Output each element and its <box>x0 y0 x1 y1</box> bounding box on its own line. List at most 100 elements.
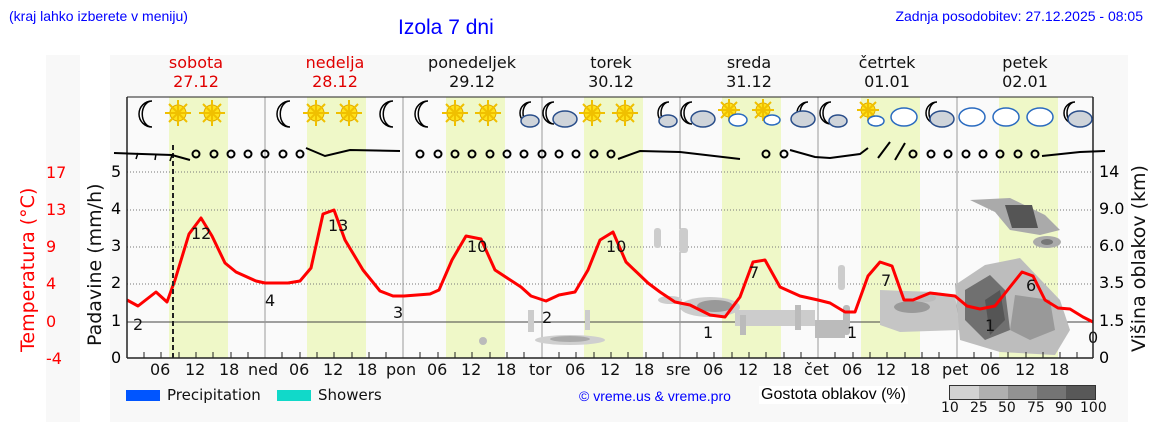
x-tick: 18 <box>219 360 240 379</box>
moon-icon <box>138 100 153 128</box>
temperature-line <box>126 208 1094 324</box>
x-tick: 12 <box>738 360 759 379</box>
x-tick: 12 <box>461 360 482 379</box>
cloud-icon <box>728 113 748 127</box>
x-tick: 06 <box>703 360 724 379</box>
x-tick: 06 <box>980 360 1001 379</box>
cloud-icon <box>790 110 816 128</box>
x-tick: 18 <box>634 360 655 379</box>
day-name: sreda <box>726 53 772 72</box>
x-tick: 12 <box>185 360 206 379</box>
day-name: ponedeljek <box>428 53 516 72</box>
showers-legend-label: Showers <box>318 386 382 404</box>
day-date: 29.12 <box>449 72 495 91</box>
moon-icon <box>542 101 555 125</box>
day-name: nedelja <box>305 53 365 72</box>
temp-label: 7 <box>881 271 891 290</box>
last-updated: Zadnja posodobitev: 27.12.2025 - 08:05 <box>895 8 1143 24</box>
density-tick: 50 <box>998 400 1016 416</box>
temp-label: 1 <box>703 323 713 342</box>
day-date: 31.12 <box>726 72 772 91</box>
cloud-icon <box>658 114 678 128</box>
x-tick: 06 <box>565 360 586 379</box>
day-header-6: petek 02.01 <box>960 53 1090 91</box>
x-tick: 06 <box>150 360 171 379</box>
cloud-density-label: Gostota oblakov (%) <box>759 386 908 404</box>
credit-link[interactable]: © vreme.us & vreme.pro <box>579 388 731 404</box>
cloud-icon <box>520 114 540 128</box>
x-tick: 18 <box>496 360 517 379</box>
x-tick: čet <box>804 360 829 379</box>
density-tick: 90 <box>1055 400 1073 416</box>
density-swatch <box>950 386 979 399</box>
density-swatch <box>1008 386 1037 399</box>
x-tick: pon <box>386 360 417 379</box>
wind-row <box>113 141 1106 162</box>
cloud-height-tick: 14 <box>1099 162 1120 181</box>
x-tick: ned <box>248 360 279 379</box>
temp-label: 10 <box>606 237 626 256</box>
temp-tick: 17 <box>46 163 67 182</box>
x-tick: 06 <box>842 360 863 379</box>
density-swatch <box>1037 386 1066 399</box>
cloud-height-tick: 9.0 <box>1099 199 1125 218</box>
temp-tick: 13 <box>46 200 67 219</box>
temp-label: 3 <box>393 303 403 322</box>
precip-tick: 4 <box>111 199 122 218</box>
day-separators <box>264 97 958 358</box>
day-header-5: četrtek 01.01 <box>822 53 952 91</box>
cloud-icon <box>958 107 986 127</box>
x-tick: 06 <box>427 360 448 379</box>
day-header-1: nedelja 28.12 <box>270 53 400 91</box>
precipitation-legend-label: Precipitation <box>167 386 261 404</box>
density-tick: 75 <box>1027 400 1045 416</box>
moon-icon <box>379 100 394 128</box>
cloud-icon <box>552 110 578 128</box>
precipitation-swatch <box>126 390 160 401</box>
day-header-3: torek 30.12 <box>546 53 676 91</box>
temp-label: 6 <box>1026 276 1036 295</box>
day-name: sobota <box>168 53 224 72</box>
moon-icon <box>276 100 291 128</box>
cloud-icon <box>867 115 885 127</box>
x-tick: sre <box>666 360 691 379</box>
location-hint[interactable]: (kraj lahko izberete v meniju) <box>9 8 188 24</box>
temp-tick: 9 <box>46 237 57 256</box>
x-tick: 18 <box>772 360 793 379</box>
temp-label: 12 <box>191 224 211 243</box>
cloud-height-tick: 1.5 <box>1099 311 1125 330</box>
cloud-icon <box>763 114 781 126</box>
showers-swatch <box>277 390 311 401</box>
precip-tick: 1 <box>111 311 122 330</box>
temp-label: 13 <box>328 216 348 235</box>
day-name: četrtek <box>858 53 916 72</box>
cloud-height-tick: 0 <box>1099 348 1110 367</box>
x-tick: 06 <box>289 360 310 379</box>
wind-barb-icon <box>789 141 906 161</box>
page-title: Izola 7 dni <box>398 16 494 39</box>
precip-tick: 0 <box>111 348 122 367</box>
density-tick: 25 <box>970 400 988 416</box>
cloud-density-scale <box>949 385 1096 400</box>
temp-label: 1 <box>847 323 857 342</box>
x-tick: 12 <box>323 360 344 379</box>
moon-icon <box>680 101 693 125</box>
cloud-icon <box>929 110 955 128</box>
cloud-icon <box>828 114 848 128</box>
x-tick: 18 <box>357 360 378 379</box>
temp-tick: 0 <box>46 312 57 331</box>
cloud-density <box>479 198 1070 355</box>
wind-barb-icon <box>617 149 741 160</box>
density-tick: 10 <box>941 400 959 416</box>
day-date: 28.12 <box>312 72 358 91</box>
x-tick: 18 <box>910 360 931 379</box>
day-header-4: sreda 31.12 <box>684 53 814 91</box>
day-date: 30.12 <box>588 72 634 91</box>
temp-label: 2 <box>133 315 143 334</box>
temp-label: 4 <box>265 291 275 310</box>
x-tick: pet <box>942 360 969 379</box>
day-name: petek <box>1002 53 1048 72</box>
wind-barb-icon <box>1041 150 1106 157</box>
cloud-icon <box>992 107 1020 127</box>
